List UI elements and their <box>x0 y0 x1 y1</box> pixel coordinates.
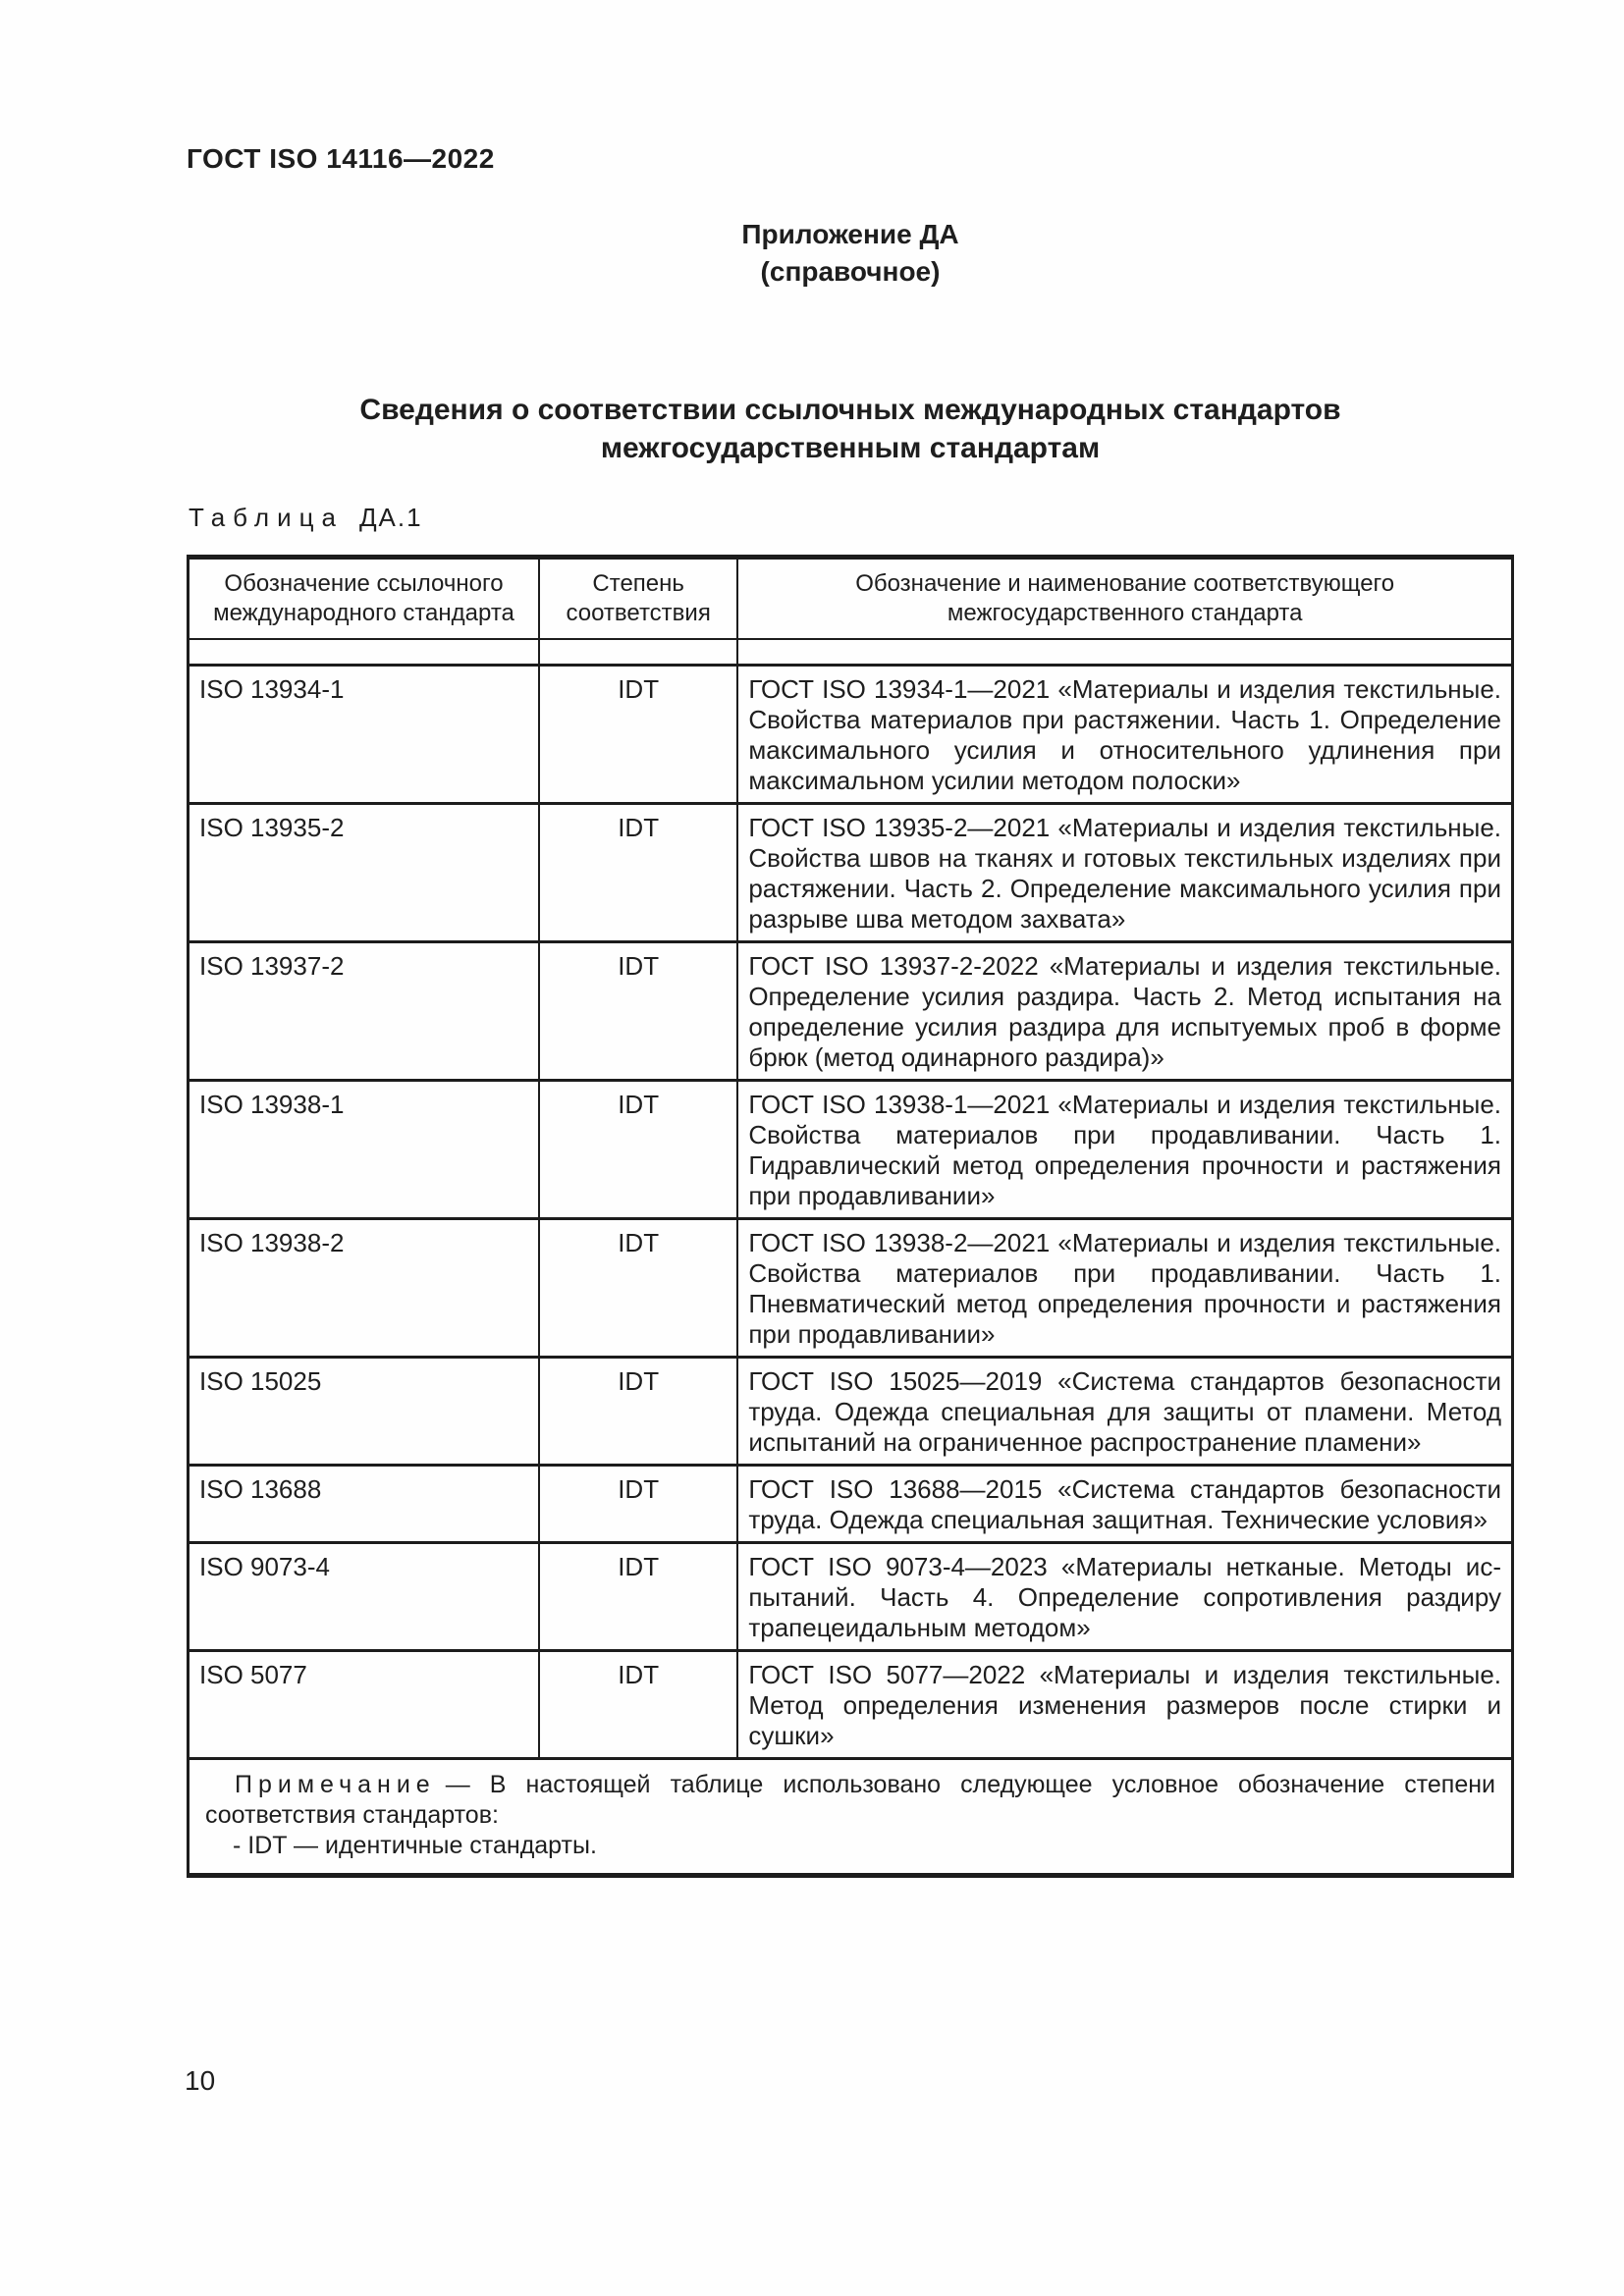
iso-cell: ISO 13938-1 <box>187 1079 540 1219</box>
degree-cell: IDT <box>537 1464 739 1543</box>
degree-cell: IDT <box>537 1356 739 1466</box>
note-row: Примечание — В настоящей таблице использо… <box>187 1757 1514 1876</box>
table-row: ISO 13935-2 IDT ГОСТ ISO 13935-2—2021 «М… <box>187 802 1514 942</box>
degree-cell: IDT <box>537 802 739 942</box>
table-row: ISO 13938-1 IDT ГОСТ ISO 13938-1—2021 «М… <box>187 1079 1514 1219</box>
table-row: ISO 13934-1 IDT ГОСТ ISO 13934-1—2021 «М… <box>187 664 1514 804</box>
table-row: ISO 13688 IDT ГОСТ ISO 13688—2015 «Систе… <box>187 1464 1514 1543</box>
note-text: — В настоящей таблице использовано следу… <box>205 1771 1495 1829</box>
table-caption: Таблица ДА.1 <box>189 503 423 533</box>
table-row: ISO 13938-2 IDT ГОСТ ISO 13938-2—2021 «М… <box>187 1217 1514 1358</box>
note-paragraph: Примечание — В настоящей таблице использо… <box>205 1770 1495 1831</box>
note-item: - IDT — идентичные стандарты. <box>233 1832 597 1859</box>
page-number: 10 <box>185 2065 216 2096</box>
table-row: ISO 5077 IDT ГОСТ ISO 5077—2022 «Материа… <box>187 1649 1514 1759</box>
note-cell: Примечание — В настоящей таблице использо… <box>187 1757 1514 1876</box>
standards-table: Обозначение ссылочного международного ст… <box>187 555 1514 1878</box>
section-title: Сведения о соответствии ссылочных междун… <box>187 391 1514 467</box>
degree-cell: IDT <box>537 1541 739 1651</box>
iso-cell: ISO 13935-2 <box>187 802 540 942</box>
table-caption-number: ДА.1 <box>358 503 423 532</box>
degree-cell: IDT <box>537 664 739 804</box>
section-title-line2: межгосударственным стандартам <box>600 432 1101 464</box>
gost-cell: ГОСТ ISO 5077—2022 «Материалы и изделия … <box>736 1649 1514 1759</box>
table-row: ISO 13937-2 IDT ГОСТ ISO 13937-2-2022 «М… <box>187 940 1514 1081</box>
note-label: Примечание <box>235 1771 436 1798</box>
header-double-rule <box>187 638 1514 666</box>
degree-cell: IDT <box>537 940 739 1081</box>
gost-cell: ГОСТ ISO 13688—2015 «Система стандартов … <box>736 1464 1514 1543</box>
gost-cell: ГОСТ ISO 13938-2—2021 «Материалы и издел… <box>736 1217 1514 1358</box>
appendix-heading: Приложение ДА (справочное) <box>187 216 1514 291</box>
table-caption-label: Таблица <box>189 503 344 532</box>
section-title-line1: Сведения о соответствии ссылочных междун… <box>359 394 1341 426</box>
header-row: Обозначение ссылочного международного ст… <box>187 556 1514 640</box>
iso-cell: ISO 5077 <box>187 1649 540 1759</box>
gost-cell: ГОСТ ISO 13938-1—2021 «Материалы и издел… <box>736 1079 1514 1219</box>
gost-cell: ГОСТ ISO 9073-4—2023 «Материалы нетканые… <box>736 1541 1514 1651</box>
iso-cell: ISO 13937-2 <box>187 940 540 1081</box>
iso-cell: ISO 9073-4 <box>187 1541 540 1651</box>
standards-table-wrapper: Обозначение ссылочного международного ст… <box>187 555 1514 1878</box>
appendix-subtitle: (справочное) <box>760 256 941 287</box>
gost-cell: ГОСТ ISO 13934-1—2021 «Материалы и издел… <box>736 664 1514 804</box>
table-row: ISO 15025 IDT ГОСТ ISO 15025—2019 «Систе… <box>187 1356 1514 1466</box>
gost-cell: ГОСТ ISO 13937-2-2022 «Материалы и издел… <box>736 940 1514 1081</box>
table-row: ISO 9073-4 IDT ГОСТ ISO 9073-4—2023 «Мат… <box>187 1541 1514 1651</box>
appendix-title: Приложение ДА <box>741 219 959 249</box>
iso-cell: ISO 13938-2 <box>187 1217 540 1358</box>
gost-cell: ГОСТ ISO 15025—2019 «Система стандартов … <box>736 1356 1514 1466</box>
iso-cell: ISO 15025 <box>187 1356 540 1466</box>
degree-cell: IDT <box>537 1079 739 1219</box>
gost-cell: ГОСТ ISO 13935-2—2021 «Материалы и издел… <box>736 802 1514 942</box>
column-header-gost: Обозначение и наименование соответствующ… <box>736 556 1514 640</box>
degree-cell: IDT <box>537 1217 739 1358</box>
degree-cell: IDT <box>537 1649 739 1759</box>
iso-cell: ISO 13934-1 <box>187 664 540 804</box>
column-header-iso: Обозначение ссылочного международного ст… <box>187 556 540 640</box>
column-header-degree: Степень соответствия <box>537 556 739 640</box>
iso-cell: ISO 13688 <box>187 1464 540 1543</box>
running-header: ГОСТ ISO 14116—2022 <box>187 143 495 174</box>
